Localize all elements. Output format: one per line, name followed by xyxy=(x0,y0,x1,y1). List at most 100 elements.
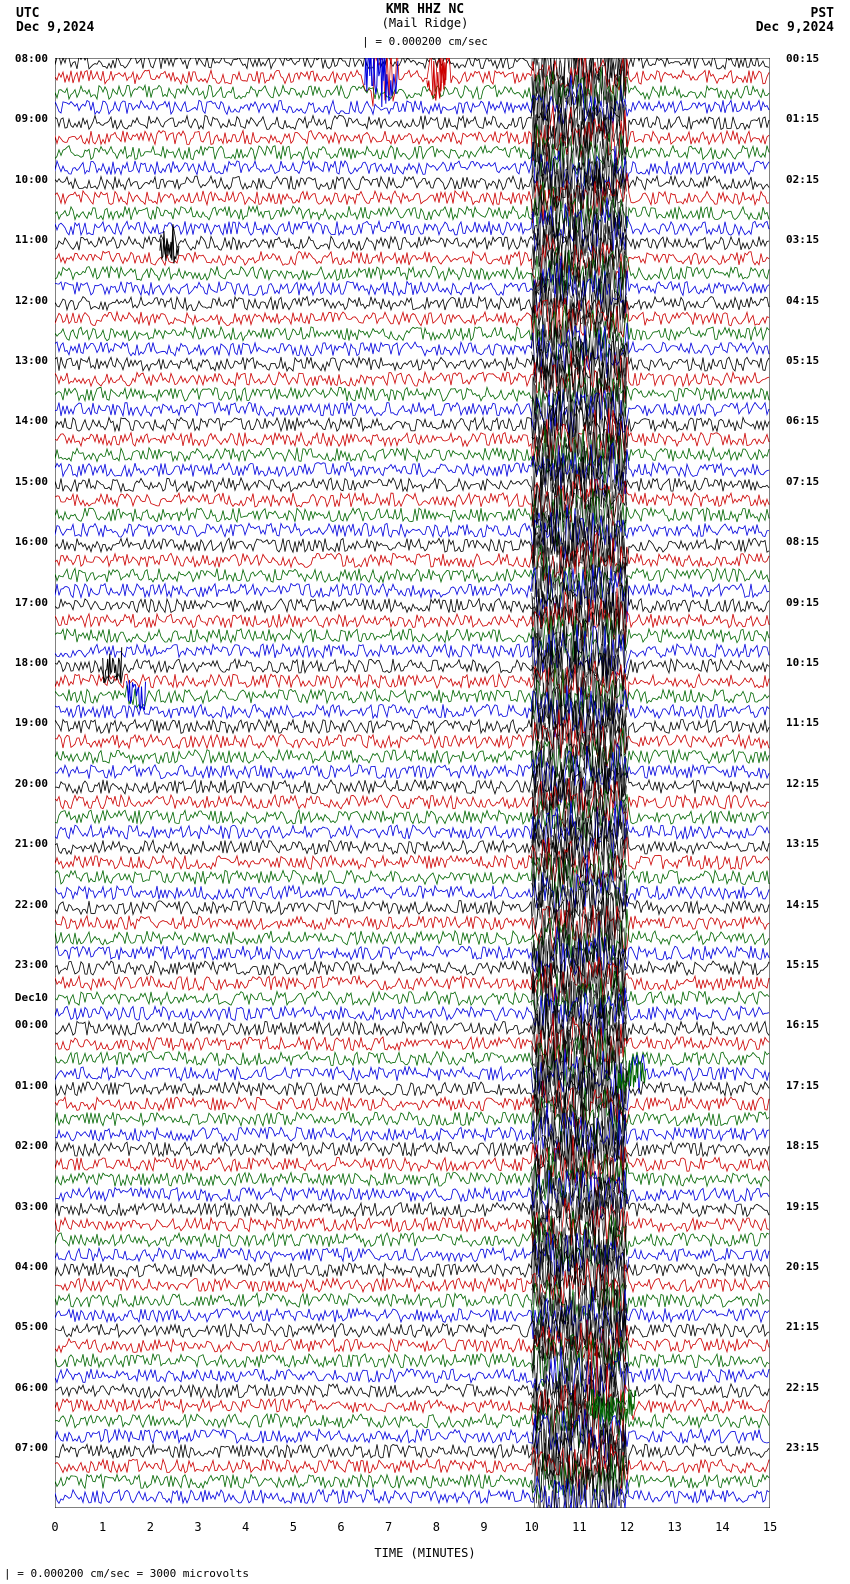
utc-time-label: 02:00 xyxy=(0,1139,48,1152)
utc-time-label: 15:00 xyxy=(0,475,48,488)
utc-time-label: 05:00 xyxy=(0,1320,48,1333)
seismogram-container: KMR HHZ NC (Mail Ridge) | = 0.000200 cm/… xyxy=(0,0,850,1584)
utc-time-label: 09:00 xyxy=(0,112,48,125)
seismic-trace xyxy=(55,967,769,1027)
seismic-trace xyxy=(55,884,769,937)
timezone-right: PST xyxy=(811,6,834,21)
date-right: Dec 9,2024 xyxy=(756,20,834,35)
x-tick-label: 12 xyxy=(620,1520,634,1534)
x-tick-label: 3 xyxy=(194,1520,201,1534)
utc-time-label: 16:00 xyxy=(0,535,48,548)
seismic-trace xyxy=(55,66,769,111)
utc-time-label: 23:00 xyxy=(0,958,48,971)
helicorder-plot xyxy=(55,58,770,1508)
x-tick-label: 15 xyxy=(763,1520,777,1534)
seismic-trace xyxy=(55,859,769,913)
seismic-trace xyxy=(55,575,769,631)
seismic-trace xyxy=(55,157,769,213)
seismic-trace xyxy=(55,75,769,133)
seismic-trace xyxy=(55,744,769,802)
seismic-trace xyxy=(55,1102,769,1167)
seismic-trace xyxy=(55,389,769,437)
date-left: Dec 9,2024 xyxy=(16,20,94,35)
seismic-trace xyxy=(55,1211,769,1267)
pst-time-label: 06:15 xyxy=(786,414,846,427)
pst-time-label: 14:15 xyxy=(786,898,846,911)
utc-time-label: 19:00 xyxy=(0,716,48,729)
seismic-trace xyxy=(55,1334,769,1389)
pst-time-label: 01:15 xyxy=(786,112,846,125)
seismic-trace xyxy=(55,1423,769,1478)
utc-time-label: 07:00 xyxy=(0,1441,48,1454)
x-tick-label: 14 xyxy=(715,1520,729,1534)
seismic-trace xyxy=(55,1320,769,1365)
timezone-left: UTC xyxy=(16,6,39,21)
header: KMR HHZ NC (Mail Ridge) | = 0.000200 cm/… xyxy=(0,0,850,55)
utc-time-label: 13:00 xyxy=(0,354,48,367)
seismic-trace xyxy=(55,790,769,840)
utc-day-label: Dec10 xyxy=(0,991,48,1004)
utc-time-label: 12:00 xyxy=(0,294,48,307)
pst-time-label: 22:15 xyxy=(786,1381,846,1394)
pst-time-label: 16:15 xyxy=(786,1018,846,1031)
pst-time-label: 04:15 xyxy=(786,294,846,307)
pst-time-label: 08:15 xyxy=(786,535,846,548)
station-subtitle: (Mail Ridge) xyxy=(0,16,850,30)
seismic-trace xyxy=(55,565,769,623)
seismic-trace xyxy=(55,1287,769,1345)
pst-time-label: 21:15 xyxy=(786,1320,846,1333)
x-tick-label: 8 xyxy=(433,1520,440,1534)
utc-time-label: 08:00 xyxy=(0,52,48,65)
seismic-trace xyxy=(55,1332,769,1469)
pst-time-label: 23:15 xyxy=(786,1441,846,1454)
seismic-trace xyxy=(55,58,769,106)
seismic-trace xyxy=(55,1088,769,1145)
scale-indicator: | = 0.000200 cm/sec xyxy=(0,35,850,48)
utc-time-label: 22:00 xyxy=(0,898,48,911)
footer-scale: | = 0.000200 cm/sec = 3000 microvolts xyxy=(4,1567,249,1580)
seismic-trace xyxy=(55,638,769,691)
seismic-trace xyxy=(55,515,769,574)
utc-time-label: 01:00 xyxy=(0,1079,48,1092)
seismic-trace xyxy=(55,234,769,286)
x-tick-label: 10 xyxy=(524,1520,538,1534)
utc-time-label: 00:00 xyxy=(0,1018,48,1031)
seismic-trace xyxy=(55,350,769,404)
seismic-trace xyxy=(55,728,769,781)
seismic-trace xyxy=(55,1229,769,1286)
seismic-trace xyxy=(55,1390,769,1448)
seismic-trace xyxy=(55,182,769,241)
utc-time-label: 06:00 xyxy=(0,1381,48,1394)
seismic-trace xyxy=(55,475,769,527)
seismic-trace xyxy=(55,323,769,378)
x-tick-label: 11 xyxy=(572,1520,586,1534)
seismic-trace xyxy=(55,661,769,710)
utc-time-label: 11:00 xyxy=(0,233,48,246)
seismic-trace xyxy=(55,957,769,1006)
seismic-trace xyxy=(55,426,769,484)
seismic-trace xyxy=(55,1135,769,1196)
seismic-trace xyxy=(55,1147,769,1203)
seismic-trace xyxy=(55,1029,769,1087)
x-tick-label: 0 xyxy=(51,1520,58,1534)
seismic-trace xyxy=(55,588,769,648)
x-tick-label: 7 xyxy=(385,1520,392,1534)
x-axis-title: TIME (MINUTES) xyxy=(0,1546,850,1560)
seismic-trace xyxy=(55,1258,769,1312)
seismic-trace xyxy=(55,1409,769,1463)
seismic-trace xyxy=(55,778,769,827)
pst-time-label: 11:15 xyxy=(786,716,846,729)
pst-time-label: 02:15 xyxy=(786,173,846,186)
x-tick-label: 9 xyxy=(480,1520,487,1534)
pst-time-label: 17:15 xyxy=(786,1079,846,1092)
pst-time-labels: 00:1501:1502:1503:1504:1505:1506:1507:15… xyxy=(780,58,850,1508)
pst-time-label: 07:15 xyxy=(786,475,846,488)
seismic-trace xyxy=(55,1013,769,1075)
station-title: KMR HHZ NC xyxy=(0,2,850,17)
seismic-trace xyxy=(55,999,769,1054)
utc-time-label: 03:00 xyxy=(0,1200,48,1213)
x-tick-label: 6 xyxy=(337,1520,344,1534)
pst-time-label: 12:15 xyxy=(786,777,846,790)
seismic-trace xyxy=(55,815,769,877)
utc-time-label: 10:00 xyxy=(0,173,48,186)
